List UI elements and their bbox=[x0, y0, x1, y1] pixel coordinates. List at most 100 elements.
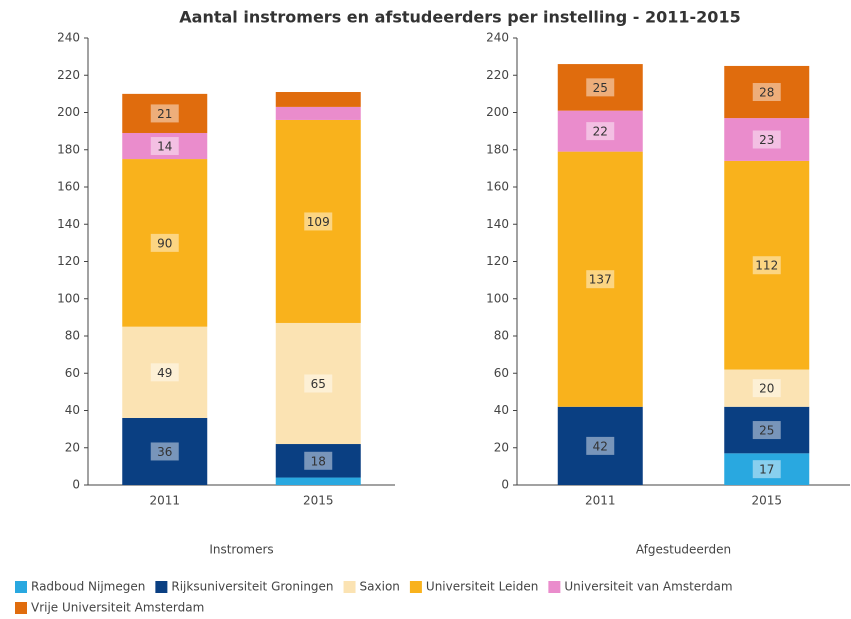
y-tick-label: 160 bbox=[57, 180, 80, 194]
bar-segment bbox=[557, 151, 643, 407]
y-tick-label: 20 bbox=[65, 440, 80, 454]
data-label: 21 bbox=[157, 107, 172, 121]
y-tick-label: 220 bbox=[57, 68, 80, 82]
bar-segment bbox=[557, 64, 643, 111]
data-label: 49 bbox=[157, 366, 172, 380]
legend-label: Universiteit Leiden bbox=[426, 580, 538, 594]
label-box bbox=[752, 83, 781, 102]
bar-segment bbox=[724, 118, 810, 161]
bar-segment bbox=[724, 65, 810, 119]
data-label: 137 bbox=[589, 273, 612, 287]
legend-swatch bbox=[548, 581, 561, 593]
bar-segment bbox=[275, 119, 361, 323]
data-label: 112 bbox=[755, 259, 778, 273]
legend-swatch bbox=[409, 581, 422, 593]
legend-label: Rijksuniversiteit Groningen bbox=[171, 580, 333, 594]
y-tick-label: 180 bbox=[486, 142, 509, 156]
label-box bbox=[586, 270, 615, 289]
bar-segment bbox=[275, 322, 361, 445]
bar-segment bbox=[724, 453, 810, 485]
y-tick-label: 0 bbox=[72, 478, 80, 492]
legend-swatch bbox=[15, 602, 27, 614]
y-tick-label: 0 bbox=[501, 478, 509, 492]
bar-segment bbox=[122, 159, 208, 327]
y-tick-label: 40 bbox=[65, 403, 80, 417]
legend-label: Radboud Nijmegen bbox=[31, 580, 145, 594]
y-tick-label: 240 bbox=[486, 31, 509, 45]
label-box bbox=[752, 460, 781, 479]
legend-swatch bbox=[343, 581, 356, 593]
y-tick-label: 60 bbox=[65, 366, 80, 380]
label-box bbox=[150, 104, 179, 123]
chart-title: Aantal instromers en afstudeerders per i… bbox=[179, 8, 740, 27]
x-tick-label: 2011 bbox=[149, 494, 180, 508]
y-tick-label: 200 bbox=[486, 105, 509, 119]
bar-segment bbox=[122, 326, 208, 418]
y-tick-label: 140 bbox=[486, 217, 509, 231]
data-label: 28 bbox=[759, 86, 774, 100]
x-axis-label: Instromers bbox=[209, 543, 273, 557]
data-label: 109 bbox=[307, 215, 330, 229]
y-tick-label: 100 bbox=[57, 291, 80, 305]
label-box bbox=[586, 122, 615, 141]
bar-segment bbox=[724, 369, 810, 407]
bar-segment bbox=[275, 444, 361, 478]
label-box bbox=[304, 212, 333, 231]
data-label: 18 bbox=[311, 454, 326, 468]
legend-label: Saxion bbox=[360, 580, 400, 594]
bar-segment bbox=[275, 477, 361, 485]
bar-segment bbox=[122, 93, 208, 133]
label-box bbox=[586, 78, 615, 97]
label-box bbox=[150, 137, 179, 156]
data-label: 22 bbox=[593, 125, 608, 139]
x-tick-label: 2015 bbox=[751, 494, 782, 508]
y-tick-label: 20 bbox=[494, 440, 509, 454]
x-tick-label: 2011 bbox=[585, 494, 616, 508]
bar-segment bbox=[122, 132, 208, 160]
legend-label: Vrije Universiteit Amsterdam bbox=[31, 601, 204, 615]
legend-swatch bbox=[15, 581, 27, 593]
y-tick-label: 220 bbox=[486, 68, 509, 82]
label-box bbox=[752, 130, 781, 149]
y-tick-label: 120 bbox=[486, 254, 509, 268]
y-tick-label: 240 bbox=[57, 31, 80, 45]
bar-segment bbox=[724, 160, 810, 370]
data-label: 90 bbox=[157, 236, 172, 250]
y-tick-label: 180 bbox=[57, 142, 80, 156]
data-label: 25 bbox=[759, 424, 774, 438]
label-box bbox=[304, 374, 333, 393]
data-label: 17 bbox=[759, 463, 774, 477]
bar-segment bbox=[724, 406, 810, 454]
bar-segment bbox=[557, 110, 643, 152]
bar-segment bbox=[275, 92, 361, 107]
legend-swatch bbox=[155, 581, 168, 593]
label-box bbox=[150, 233, 179, 252]
y-tick-label: 80 bbox=[494, 329, 509, 343]
bar-segment bbox=[122, 417, 208, 485]
y-tick-label: 80 bbox=[65, 329, 80, 343]
y-tick-label: 60 bbox=[494, 366, 509, 380]
y-tick-label: 200 bbox=[57, 105, 80, 119]
bar-segment bbox=[275, 106, 361, 120]
label-box bbox=[752, 379, 781, 398]
label-box bbox=[304, 451, 333, 470]
data-label: 25 bbox=[593, 81, 608, 95]
y-tick-label: 40 bbox=[494, 403, 509, 417]
data-label: 36 bbox=[157, 445, 172, 459]
label-box bbox=[752, 256, 781, 275]
label-box bbox=[586, 436, 615, 455]
data-label: 23 bbox=[759, 133, 774, 147]
y-tick-label: 140 bbox=[57, 217, 80, 231]
bar-segment bbox=[557, 406, 643, 485]
y-tick-label: 160 bbox=[486, 180, 509, 194]
x-tick-label: 2015 bbox=[303, 494, 334, 508]
x-axis-label: Afgestudeerden bbox=[636, 543, 731, 557]
label-box bbox=[752, 421, 781, 440]
data-label: 65 bbox=[311, 377, 326, 391]
data-label: 20 bbox=[759, 382, 774, 396]
label-box bbox=[150, 442, 179, 461]
y-tick-label: 100 bbox=[486, 291, 509, 305]
y-tick-label: 120 bbox=[57, 254, 80, 268]
label-box bbox=[150, 363, 179, 382]
